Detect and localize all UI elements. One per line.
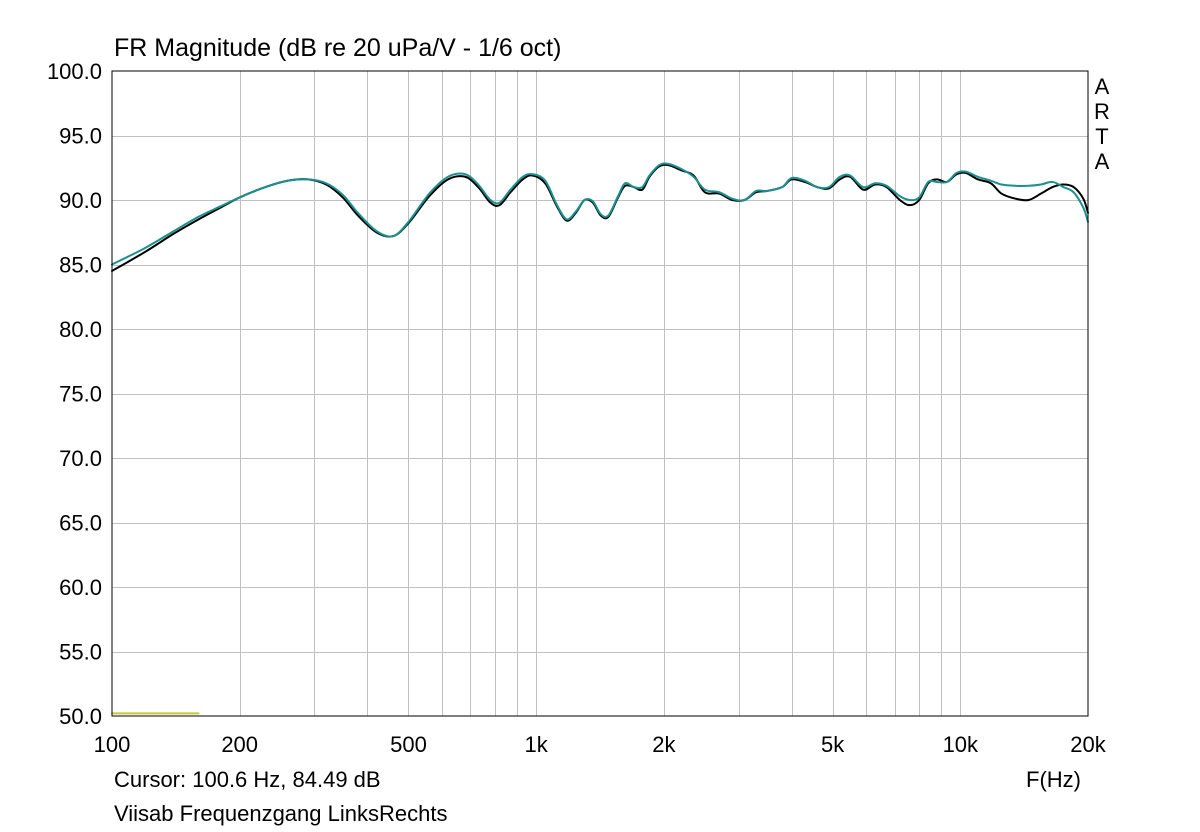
chart-subtitle: Viisab Frequenzgang LinksRechts (114, 801, 448, 826)
chart-title: FR Magnitude (dB re 20 uPa/V - 1/6 oct) (114, 34, 562, 62)
grid-lines (112, 71, 1088, 716)
y-tick-label: 80.0 (59, 317, 102, 342)
y-tick-label: 70.0 (59, 446, 102, 471)
y-tick-label: 95.0 (59, 124, 102, 149)
arta-brand-letter: A (1094, 149, 1110, 174)
x-tick-label: 5k (821, 732, 845, 757)
series-line-2 (111, 162, 1089, 266)
y-tick-label: 65.0 (59, 511, 102, 536)
y-tick-label: 75.0 (59, 382, 102, 407)
x-tick-label: 100 (94, 732, 131, 757)
x-tick-label: 10k (943, 732, 979, 757)
y-tick-label: 55.0 (59, 640, 102, 665)
x-tick-label: 1k (525, 732, 549, 757)
x-axis-tick-labels: 100 200 500 1k 2k 5k 10k 20k (94, 732, 1107, 757)
x-tick-label: 2k (652, 732, 676, 757)
arta-brand-letter: A (1094, 74, 1110, 99)
y-tick-label: 60.0 (59, 575, 102, 600)
y-tick-label: 50.0 (59, 704, 102, 729)
x-tick-label: 200 (221, 732, 258, 757)
arta-brand-letter: T (1095, 124, 1109, 149)
x-tick-label: 500 (390, 732, 427, 757)
x-tick-label: 20k (1070, 732, 1106, 757)
cursor-readout: Cursor: 100.6 Hz, 84.49 dB (114, 767, 381, 792)
arta-brand-letter: R (1094, 99, 1110, 124)
plot-frame (111, 70, 1089, 717)
y-tick-label: 90.0 (59, 188, 102, 213)
y-tick-label: 100.0 (47, 59, 102, 84)
series-layer (111, 162, 1089, 715)
y-tick-label: 85.0 (59, 253, 102, 278)
y-axis-tick-labels: 50.0 55.0 60.0 65.0 70.0 75.0 80.0 85.0 90.0 95.0… (47, 59, 102, 729)
x-axis-unit-label: F(Hz) (1026, 767, 1081, 792)
